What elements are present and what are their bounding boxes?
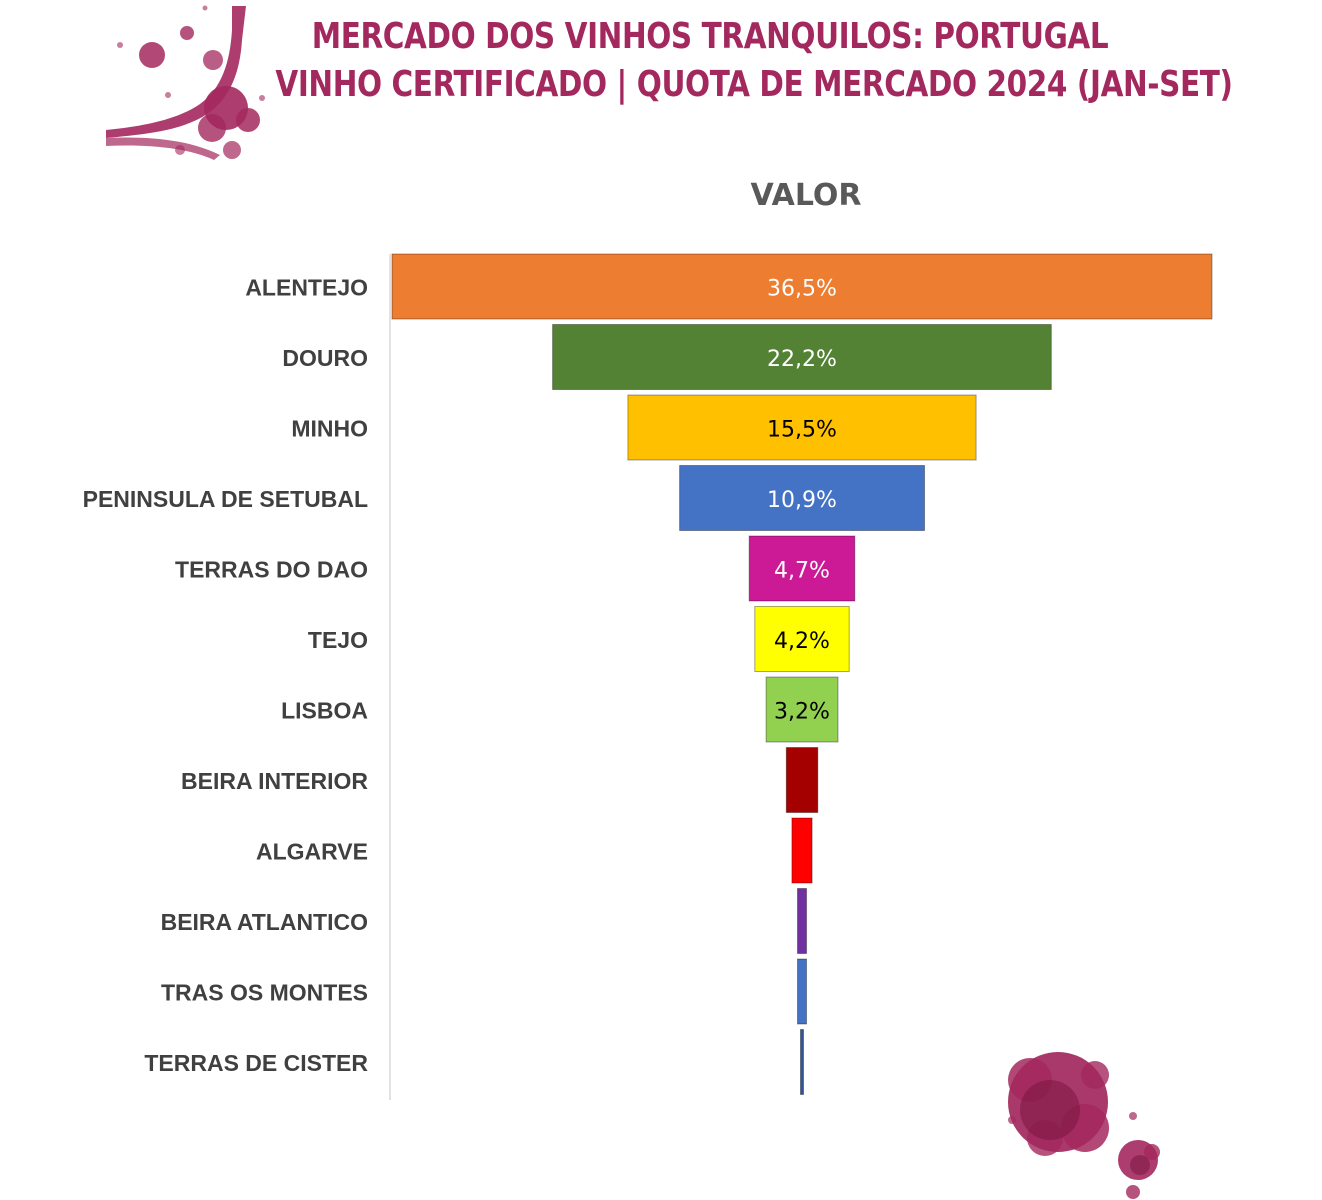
chart-title-line-1: MERCADO DOS VINHOS TRANQUILOS: PORTUGAL — [311, 16, 1109, 57]
category-label: TERRAS DE CISTER — [144, 1050, 368, 1076]
data-label: 22,2% — [767, 347, 837, 372]
funnel-bar — [754, 606, 850, 672]
chart-subtitle: VALOR — [750, 178, 862, 213]
data-label: 10,9% — [767, 488, 837, 513]
category-label: BEIRA INTERIOR — [181, 768, 368, 794]
category-label: TERRAS DO DAO — [175, 557, 368, 583]
funnel-bar — [797, 958, 807, 1025]
category-label: TRAS OS MONTES — [161, 980, 368, 1006]
category-label: BEIRA ATLANTICO — [161, 909, 368, 935]
category-label: MINHO — [291, 416, 368, 442]
chart-title-line-2: VINHO CERTIFICADO | QUOTA DE MERCADO 202… — [275, 64, 1233, 105]
category-label: ALGARVE — [256, 839, 368, 865]
funnel-bar — [791, 817, 813, 884]
data-label: 4,7% — [774, 559, 830, 584]
wine-splash-top-left — [106, 5, 265, 160]
funnel-bar — [627, 394, 977, 461]
funnel-bar — [785, 747, 819, 813]
funnel-bar — [679, 465, 925, 531]
funnel-bar — [552, 324, 1052, 390]
data-label: 3,2% — [774, 700, 830, 725]
funnel-bar — [748, 535, 856, 602]
funnel-bar — [797, 888, 807, 954]
data-label: 4,2% — [774, 629, 830, 654]
funnel-bar — [800, 1029, 804, 1095]
funnel-bar — [765, 676, 839, 743]
category-label: DOURO — [282, 345, 368, 371]
data-label: 36,5% — [767, 277, 837, 302]
data-label: 15,5% — [767, 418, 837, 443]
category-label: ALENTEJO — [245, 275, 368, 301]
funnel-bar — [391, 253, 1213, 320]
category-label: PENINSULA DE SETUBAL — [83, 486, 368, 512]
category-label: TEJO — [308, 627, 368, 653]
category-label: LISBOA — [281, 698, 368, 724]
